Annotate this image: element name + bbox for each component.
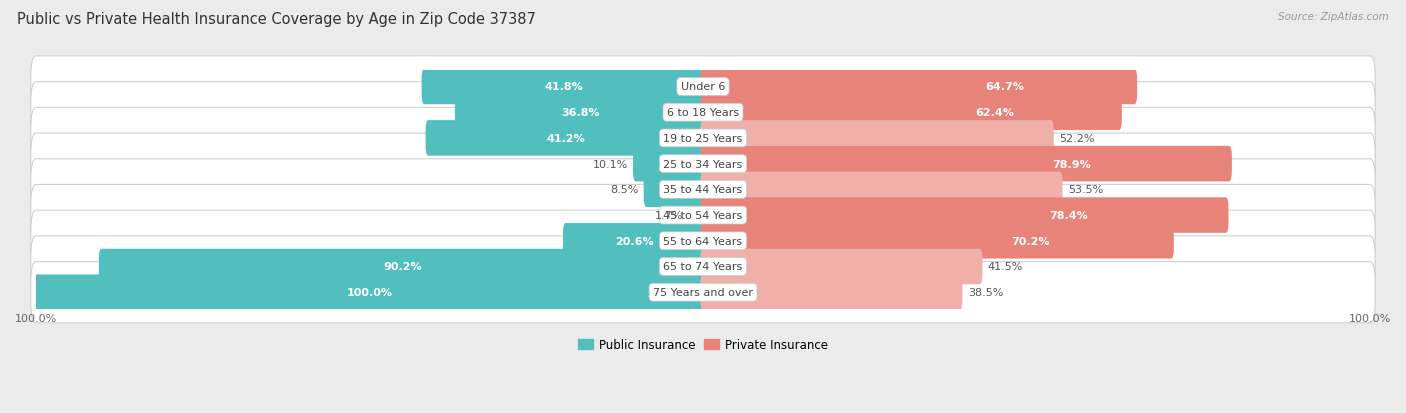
- FancyBboxPatch shape: [700, 121, 1053, 156]
- FancyBboxPatch shape: [422, 69, 706, 105]
- Text: Public vs Private Health Insurance Coverage by Age in Zip Code 37387: Public vs Private Health Insurance Cover…: [17, 12, 536, 27]
- FancyBboxPatch shape: [31, 57, 1375, 118]
- FancyBboxPatch shape: [700, 223, 1174, 259]
- Text: 78.9%: 78.9%: [1052, 159, 1091, 169]
- Text: 45 to 54 Years: 45 to 54 Years: [664, 211, 742, 221]
- FancyBboxPatch shape: [31, 83, 1375, 143]
- FancyBboxPatch shape: [700, 275, 963, 310]
- Text: 1.7%: 1.7%: [655, 211, 683, 221]
- FancyBboxPatch shape: [34, 275, 706, 310]
- FancyBboxPatch shape: [700, 172, 1063, 208]
- Text: 65 to 74 Years: 65 to 74 Years: [664, 262, 742, 272]
- Text: 41.2%: 41.2%: [547, 133, 585, 144]
- Text: 64.7%: 64.7%: [986, 82, 1025, 92]
- Text: 10.1%: 10.1%: [592, 159, 627, 169]
- Text: Source: ZipAtlas.com: Source: ZipAtlas.com: [1278, 12, 1389, 22]
- Text: 100.0%: 100.0%: [346, 287, 392, 297]
- FancyBboxPatch shape: [426, 121, 706, 156]
- Text: 6 to 18 Years: 6 to 18 Years: [666, 108, 740, 118]
- Text: 52.2%: 52.2%: [1059, 133, 1095, 144]
- FancyBboxPatch shape: [31, 134, 1375, 195]
- Text: 35 to 44 Years: 35 to 44 Years: [664, 185, 742, 195]
- FancyBboxPatch shape: [31, 211, 1375, 272]
- Text: 41.8%: 41.8%: [544, 82, 583, 92]
- Text: 41.5%: 41.5%: [988, 262, 1024, 272]
- FancyBboxPatch shape: [31, 159, 1375, 221]
- Text: 25 to 34 Years: 25 to 34 Years: [664, 159, 742, 169]
- FancyBboxPatch shape: [700, 95, 1122, 131]
- Text: 78.4%: 78.4%: [1050, 211, 1088, 221]
- Text: 90.2%: 90.2%: [382, 262, 422, 272]
- FancyBboxPatch shape: [689, 198, 706, 233]
- Text: 75 Years and over: 75 Years and over: [652, 287, 754, 297]
- FancyBboxPatch shape: [700, 69, 1137, 105]
- Text: 19 to 25 Years: 19 to 25 Years: [664, 133, 742, 144]
- Text: 55 to 64 Years: 55 to 64 Years: [664, 236, 742, 246]
- Text: 70.2%: 70.2%: [1011, 236, 1050, 246]
- Legend: Public Insurance, Private Insurance: Public Insurance, Private Insurance: [574, 333, 832, 356]
- FancyBboxPatch shape: [633, 147, 706, 182]
- Text: 20.6%: 20.6%: [614, 236, 654, 246]
- FancyBboxPatch shape: [31, 185, 1375, 246]
- FancyBboxPatch shape: [31, 108, 1375, 169]
- Text: 36.8%: 36.8%: [561, 108, 599, 118]
- FancyBboxPatch shape: [31, 236, 1375, 297]
- Text: Under 6: Under 6: [681, 82, 725, 92]
- FancyBboxPatch shape: [700, 198, 1229, 233]
- FancyBboxPatch shape: [562, 223, 706, 259]
- Text: 38.5%: 38.5%: [967, 287, 1002, 297]
- FancyBboxPatch shape: [700, 249, 983, 285]
- FancyBboxPatch shape: [456, 95, 706, 131]
- FancyBboxPatch shape: [98, 249, 706, 285]
- FancyBboxPatch shape: [644, 172, 706, 208]
- FancyBboxPatch shape: [700, 147, 1232, 182]
- Text: 62.4%: 62.4%: [974, 108, 1014, 118]
- Text: 8.5%: 8.5%: [610, 185, 638, 195]
- Text: 53.5%: 53.5%: [1067, 185, 1104, 195]
- FancyBboxPatch shape: [31, 262, 1375, 323]
